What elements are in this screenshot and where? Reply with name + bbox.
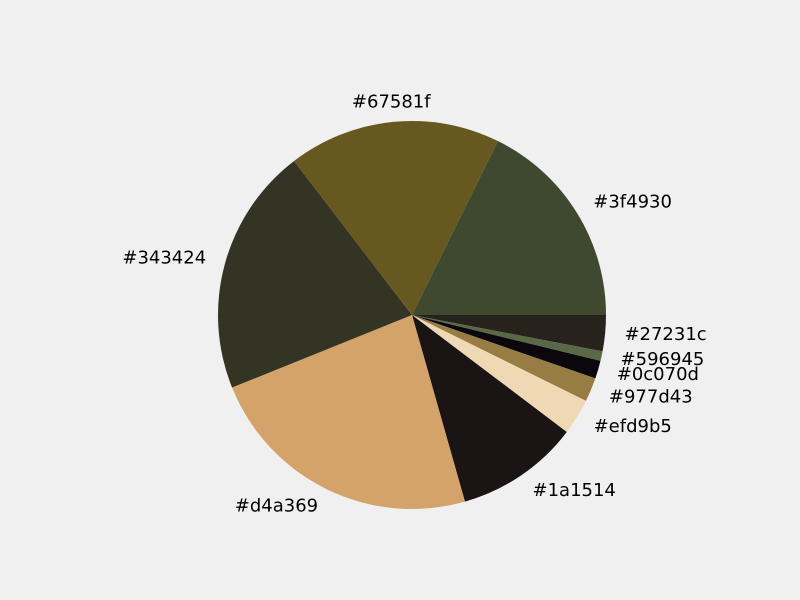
pie-label-3f4930: #3f4930 — [593, 191, 672, 212]
pie-label-343424: #343424 — [122, 248, 206, 269]
pie-label-1a1514: #1a1514 — [533, 480, 616, 501]
pie-slice-0c070d — [412, 315, 601, 379]
pie-slice-977d43 — [412, 315, 596, 401]
pie-label-efd9b5: #efd9b5 — [594, 416, 672, 437]
pie-slice-efd9b5 — [412, 315, 586, 432]
pie-label-d4a369: #d4a369 — [235, 496, 318, 517]
pie-label-67581f: #67581f — [352, 92, 431, 113]
pie-labels: #27231c #596945#0c070d#977d43 #efd9b5 #1a15… — [122, 92, 706, 517]
pie-slice-343424 — [218, 160, 412, 388]
pie-label-0c070d: #0c070d — [617, 364, 699, 385]
pie-slice-d4a369 — [232, 315, 465, 509]
pie-slices — [218, 120, 606, 509]
pie-slice-67581f — [294, 120, 498, 315]
pie-slice-596945 — [412, 315, 603, 361]
pie-label-596945: #596945 — [621, 349, 705, 370]
pie-slice-27231c — [412, 315, 606, 352]
pie-slice-3f4930 — [412, 141, 606, 315]
pie-label-977d43: #977d43 — [609, 386, 693, 407]
pie-label-27231c: #27231c — [624, 324, 706, 345]
pie-slice-1a1514 — [412, 315, 567, 502]
